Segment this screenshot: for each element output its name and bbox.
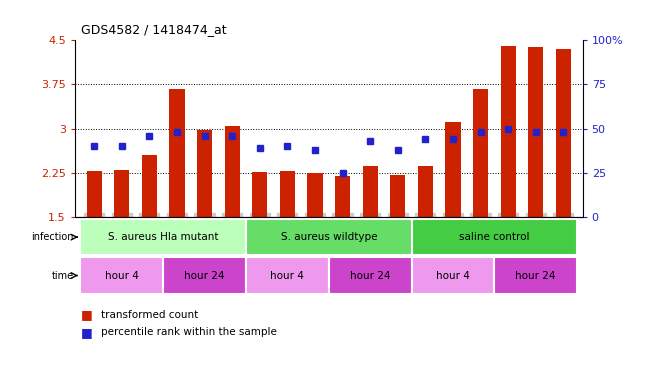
Text: hour 4: hour 4 [105, 270, 139, 281]
Bar [501, 46, 516, 217]
Bar [280, 171, 295, 217]
Bar [418, 166, 433, 217]
Bar [87, 171, 102, 217]
Bar [80, 219, 246, 255]
Bar [163, 257, 246, 294]
Bar [80, 257, 163, 294]
Bar [252, 172, 268, 217]
Text: hour 4: hour 4 [436, 270, 470, 281]
Bar [114, 170, 130, 217]
Text: percentile rank within the sample: percentile rank within the sample [101, 327, 277, 337]
Text: time: time [52, 270, 74, 281]
Text: ■: ■ [81, 326, 93, 339]
Bar [390, 175, 406, 217]
Bar [411, 257, 494, 294]
Bar [142, 155, 157, 217]
Text: hour 24: hour 24 [350, 270, 391, 281]
Bar [473, 89, 488, 217]
Text: infection: infection [31, 232, 74, 242]
Bar [363, 166, 378, 217]
Text: hour 24: hour 24 [516, 270, 556, 281]
Text: saline control: saline control [459, 232, 529, 242]
Bar [246, 219, 411, 255]
Text: hour 4: hour 4 [270, 270, 304, 281]
Text: transformed count: transformed count [101, 310, 198, 320]
Bar [528, 47, 544, 217]
Bar [329, 257, 411, 294]
Bar [335, 176, 350, 217]
Bar [197, 130, 212, 217]
Bar [225, 126, 240, 217]
Text: ■: ■ [81, 308, 93, 321]
Text: hour 24: hour 24 [184, 270, 225, 281]
Bar [445, 122, 460, 217]
Bar [307, 173, 322, 217]
Bar [556, 48, 571, 217]
Text: GDS4582 / 1418474_at: GDS4582 / 1418474_at [81, 23, 227, 36]
Text: S. aureus wildtype: S. aureus wildtype [281, 232, 377, 242]
Bar [411, 219, 577, 255]
Bar [169, 89, 185, 217]
Text: S. aureus Hla mutant: S. aureus Hla mutant [108, 232, 219, 242]
Bar [246, 257, 329, 294]
Bar [494, 257, 577, 294]
